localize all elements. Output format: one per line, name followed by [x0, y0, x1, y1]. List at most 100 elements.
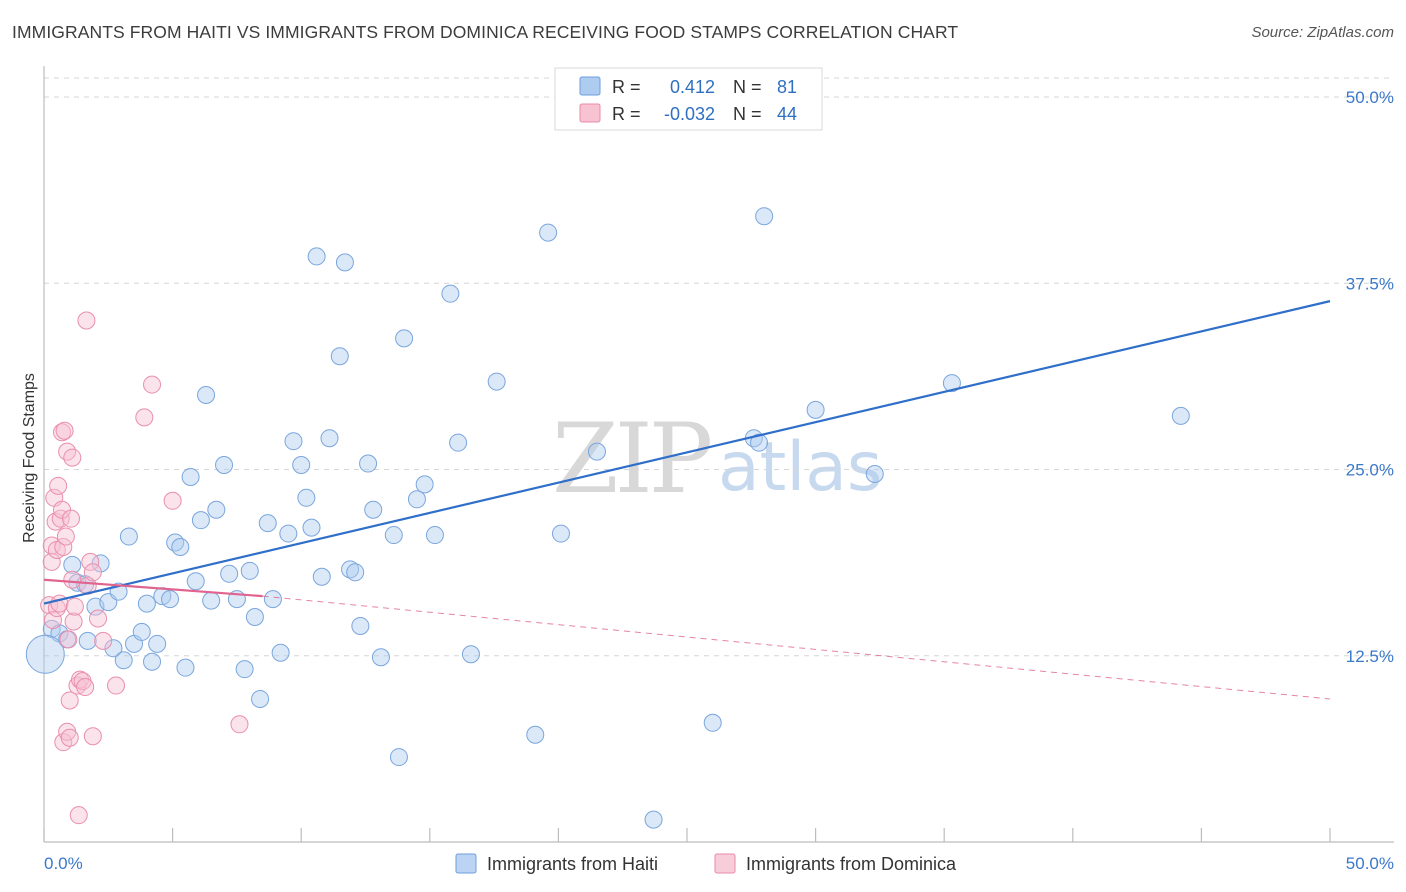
data-point-haiti — [307, 247, 326, 266]
data-point-haiti — [171, 537, 190, 556]
data-point-dominica — [143, 375, 162, 394]
data-point-dominica — [94, 631, 113, 650]
data-point-dominica — [46, 512, 65, 531]
data-point-dominica — [83, 563, 102, 582]
data-point-haiti — [148, 634, 167, 653]
data-point-haiti — [755, 207, 774, 226]
data-point-haiti — [371, 648, 390, 667]
data-point-haiti — [346, 563, 365, 582]
legend-swatch-dominica — [579, 103, 601, 123]
legend-r-label-dominica: R = — [612, 104, 641, 124]
data-point-dominica — [135, 408, 154, 427]
series-legend-swatch-dominica — [714, 853, 736, 874]
trend-lines — [43, 300, 1331, 700]
trend-line-dominica-dashed — [262, 595, 1331, 700]
data-point-haiti — [215, 456, 234, 475]
data-point-haiti — [750, 433, 769, 452]
data-point-haiti — [359, 454, 378, 473]
data-point-dominica — [60, 691, 79, 710]
data-point-haiti — [297, 488, 316, 507]
data-point-dominica — [63, 448, 82, 467]
watermark-zip: ZIP — [552, 403, 711, 515]
series-legend-label-dominica: Immigrants from Dominica — [746, 854, 957, 874]
axes — [43, 66, 1394, 843]
data-point-haiti — [25, 634, 65, 674]
data-point-haiti — [1171, 406, 1190, 425]
chart-title: IMMIGRANTS FROM HAITI VS IMMIGRANTS FROM… — [12, 22, 959, 42]
legend-n-label-haiti: N = — [733, 77, 762, 97]
data-point-dominica — [54, 537, 73, 556]
data-point-haiti — [161, 590, 180, 609]
data-point-dominica — [81, 552, 100, 571]
data-point-haiti — [487, 372, 506, 391]
data-point-haiti — [330, 347, 349, 366]
data-point-dominica — [60, 728, 79, 747]
data-point-haiti — [461, 645, 480, 664]
data-point-haiti — [78, 631, 97, 650]
data-point-haiti — [284, 432, 303, 451]
data-point-haiti — [251, 689, 270, 708]
data-point-haiti — [407, 490, 426, 509]
data-point-dominica — [62, 509, 81, 528]
data-point-haiti — [143, 652, 162, 671]
data-point-dominica — [83, 727, 102, 746]
data-point-haiti — [202, 591, 221, 610]
data-point-haiti — [114, 651, 133, 670]
data-point-dominica — [76, 678, 95, 697]
data-point-haiti — [292, 456, 311, 475]
data-point-haiti — [865, 464, 884, 483]
source-label: Source: ZipAtlas.com — [1251, 24, 1394, 41]
data-point-haiti — [441, 284, 460, 303]
data-point-haiti — [351, 616, 370, 635]
series-legend-label-haiti: Immigrants from Haiti — [487, 854, 658, 874]
data-point-dominica — [49, 476, 68, 495]
correlation-legend: R = 0.412 N = 81 R = -0.032 N = 44 — [554, 67, 823, 131]
data-point-haiti — [644, 810, 663, 829]
data-point-haiti — [806, 400, 825, 419]
data-point-haiti — [263, 590, 282, 609]
series-legend-swatch-haiti — [455, 853, 477, 874]
data-point-haiti — [312, 567, 331, 586]
data-point-haiti — [449, 433, 468, 452]
data-point-haiti — [703, 713, 722, 732]
tick-labels: 12.5% 25.0% 37.5% 50.0% 0.0% 50.0% — [44, 88, 1394, 873]
data-point-haiti — [191, 511, 210, 530]
y-tick-label: 37.5% — [1346, 274, 1394, 293]
data-point-haiti — [271, 643, 290, 662]
legend-r-value-dominica: -0.032 — [664, 104, 715, 124]
data-point-haiti — [341, 560, 360, 579]
legend-swatch-haiti — [579, 76, 601, 96]
data-point-dominica — [59, 630, 78, 649]
legend-n-value-dominica: 44 — [777, 104, 797, 124]
trend-line-haiti — [43, 300, 1331, 605]
data-point-haiti — [526, 725, 545, 744]
data-point-dominica — [55, 421, 74, 440]
data-point-haiti — [186, 572, 205, 591]
data-point-haiti — [119, 527, 138, 546]
data-point-haiti — [207, 500, 226, 519]
legend-r-value-haiti: 0.412 — [670, 77, 715, 97]
data-point-haiti — [240, 561, 259, 580]
data-point-dominica — [56, 527, 75, 546]
data-point-haiti — [942, 374, 961, 393]
data-point-haiti — [137, 594, 156, 613]
data-point-haiti — [258, 514, 277, 533]
data-point-haiti — [302, 518, 321, 537]
x-tick-label-end: 50.0% — [1346, 854, 1394, 873]
data-point-haiti — [245, 608, 264, 627]
legend-n-label-dominica: N = — [733, 104, 762, 124]
data-point-haiti — [425, 526, 444, 545]
data-point-haiti — [320, 429, 339, 448]
data-point-haiti — [335, 253, 354, 272]
data-point-dominica — [64, 612, 83, 631]
data-point-dominica — [230, 715, 249, 734]
data-point-dominica — [58, 442, 77, 461]
data-point-haiti — [220, 564, 239, 583]
data-point-haiti — [63, 555, 82, 574]
y-tick-label: 12.5% — [1346, 647, 1394, 666]
data-point-dominica — [42, 552, 61, 571]
legend-r-label-haiti: R = — [612, 77, 641, 97]
series-legend: Immigrants from Haiti Immigrants from Do… — [455, 853, 957, 874]
data-point-haiti — [235, 660, 254, 679]
